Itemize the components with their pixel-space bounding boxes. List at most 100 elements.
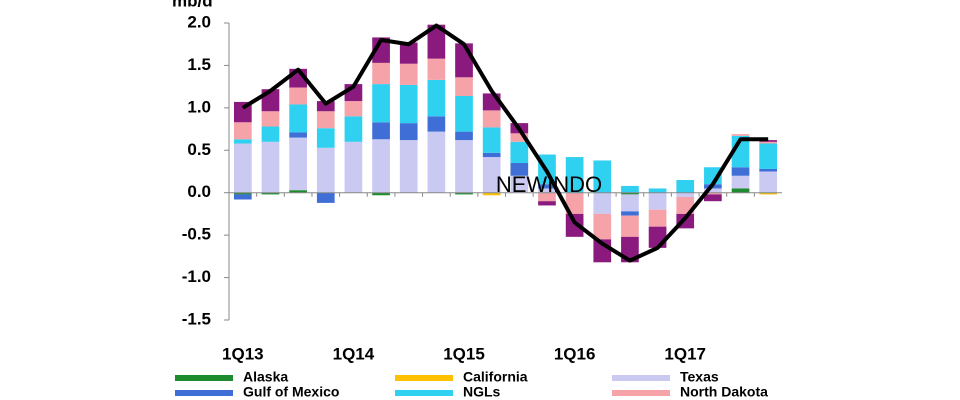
bar-segment xyxy=(648,226,667,248)
y-tick-label: 2.0 xyxy=(187,12,211,31)
y-axis-unit: mb/d xyxy=(172,0,213,10)
bar-segment xyxy=(621,194,639,212)
bar-segment xyxy=(316,192,335,203)
legend-swatch xyxy=(175,375,233,381)
bar-segment xyxy=(399,140,418,193)
bar-segment xyxy=(482,192,501,196)
bar-segment xyxy=(759,143,778,169)
bar-segment xyxy=(482,152,501,158)
bar-segment xyxy=(289,132,307,138)
bar-segment xyxy=(731,167,750,176)
legend-label: North Dakota xyxy=(680,384,768,400)
bar-segment xyxy=(316,101,335,112)
bar-segment xyxy=(538,184,556,189)
bar-segment xyxy=(759,171,778,193)
bar-segment xyxy=(759,192,778,195)
bar-segment xyxy=(676,192,695,197)
bar-segment xyxy=(316,128,335,148)
bar-segment xyxy=(704,194,722,202)
bar-segment xyxy=(482,157,501,193)
legend-swatch xyxy=(612,390,670,396)
bar-segment xyxy=(759,140,778,142)
legend-label: NGLs xyxy=(463,384,501,400)
bar-segment xyxy=(704,192,722,195)
y-tick-label: -0.5 xyxy=(182,225,211,244)
legend-label: Gulf of Mexico xyxy=(243,384,339,400)
bar-segment xyxy=(704,188,722,193)
bar-segment xyxy=(455,43,473,78)
bar-segment xyxy=(233,139,252,144)
bar-segment xyxy=(455,192,473,195)
bar-segment xyxy=(565,213,584,237)
bar-segment xyxy=(731,188,750,193)
legend-label: California xyxy=(463,369,528,385)
bar-segment xyxy=(731,175,750,189)
bar-segment xyxy=(621,215,639,237)
bar-segment xyxy=(289,87,307,105)
bar-segment xyxy=(565,192,584,214)
bar-segment xyxy=(510,163,529,176)
bar-segment xyxy=(261,141,280,193)
total-line xyxy=(241,23,769,263)
bar-segment xyxy=(648,209,667,227)
bar-segment xyxy=(399,63,418,85)
y-tick-label: 0.0 xyxy=(187,182,211,201)
legend-swatch xyxy=(175,390,233,396)
x-tick-label: 1Q16 xyxy=(554,344,596,363)
bar-segment xyxy=(538,192,556,202)
legend-label: Texas xyxy=(680,369,719,385)
bar-segment xyxy=(621,192,639,195)
bar-segment xyxy=(399,42,418,64)
bar-segment xyxy=(233,194,252,200)
bar-segment xyxy=(427,58,446,80)
bar-segment xyxy=(593,213,612,240)
x-tick-label: 1Q14 xyxy=(333,344,375,363)
bar-segment xyxy=(648,192,667,210)
bar-segment xyxy=(565,157,584,193)
bar-segment xyxy=(593,160,612,193)
bar-segment xyxy=(233,192,252,195)
bar-segment xyxy=(621,211,639,216)
bar-segment xyxy=(455,131,473,141)
bar-segment xyxy=(427,79,446,117)
bar-segment xyxy=(538,188,556,193)
y-tick-label: -1.0 xyxy=(182,267,211,286)
bar-segment xyxy=(261,126,280,142)
y-tick-label: 1.5 xyxy=(187,55,211,74)
bar-segment xyxy=(344,101,363,117)
x-tick-label: 1Q13 xyxy=(222,344,264,363)
legend-swatch xyxy=(612,375,670,381)
bar-segment xyxy=(455,95,473,132)
bar-segment xyxy=(510,133,529,142)
bar-segment xyxy=(731,134,750,136)
y-tick-label: -1.5 xyxy=(182,309,211,328)
bar-segment xyxy=(372,139,390,193)
legend-swatch xyxy=(395,390,453,396)
watermark: NEWINDO xyxy=(496,172,602,197)
bar-segment xyxy=(289,104,307,133)
x-tick-label: 1Q17 xyxy=(664,344,706,363)
bar-segment xyxy=(372,62,390,85)
bar-segment xyxy=(344,141,363,193)
bar-segment xyxy=(399,123,418,141)
bar-segment xyxy=(621,185,639,193)
bar-segment xyxy=(593,192,612,214)
bar-segment xyxy=(261,111,280,127)
bar-segment xyxy=(399,84,418,124)
bar-segment xyxy=(372,84,390,123)
bar-segment xyxy=(261,192,280,195)
x-tick-label: 1Q15 xyxy=(443,344,485,363)
bar-segment xyxy=(759,168,778,172)
bar-segment xyxy=(344,116,363,142)
bar-segment xyxy=(455,140,473,193)
bar-segment xyxy=(427,116,446,132)
bar-segment xyxy=(455,77,473,96)
bar-segment xyxy=(510,141,529,164)
bar-segment xyxy=(233,143,252,193)
bar-segment xyxy=(538,201,556,206)
bar-segment xyxy=(233,122,252,140)
bar-segment xyxy=(289,137,307,191)
bar-segment xyxy=(482,110,501,128)
bar-segment xyxy=(427,131,446,193)
